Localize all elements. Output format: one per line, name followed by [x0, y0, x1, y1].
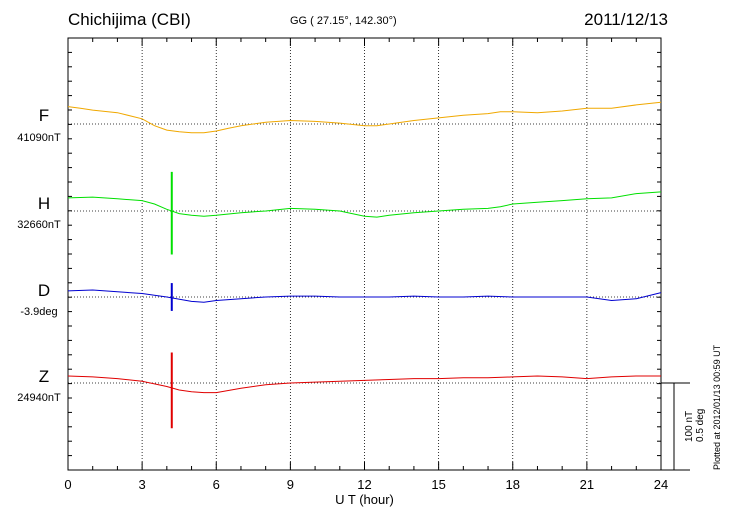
label-D: D [37, 281, 51, 300]
baseline-Z: 24940nT [17, 392, 61, 404]
series-H-line [67, 191, 662, 218]
label-H: H [37, 194, 51, 213]
x-tick-label-6: 6 [213, 477, 220, 492]
baseline-F: 41090nT [17, 132, 61, 144]
plotted-timestamp: Plotted at 2012/01/13 00:59 UT [712, 344, 722, 470]
x-tick-label-9: 9 [287, 477, 294, 492]
station-coordinates: GG ( 27.15°, 142.30°) [290, 15, 397, 27]
x-axis-label: U T (hour) [335, 492, 394, 507]
x-tick-label-21: 21 [580, 477, 594, 492]
baseline-H: 32660nT [17, 219, 61, 231]
baseline-D: -3.9deg [20, 306, 58, 318]
scale-label: 100 nT 0.5 deg [684, 409, 706, 442]
label-F: F [38, 106, 50, 125]
series-Z-line [67, 375, 661, 394]
label-Z: Z [38, 367, 50, 386]
x-tick-label-24: 24 [654, 477, 668, 492]
scale-nt: 100 nT [684, 410, 695, 442]
x-tick-label-3: 3 [139, 477, 146, 492]
scale-deg: 0.5 deg [695, 408, 706, 442]
x-tick-label-15: 15 [431, 477, 445, 492]
series-F-line [67, 101, 662, 134]
x-tick-label-18: 18 [506, 477, 520, 492]
chart-date: 2011/12/13 [584, 10, 668, 29]
station-title: Chichijima (CBI) [68, 10, 191, 29]
x-tick-label-0: 0 [64, 477, 71, 492]
x-tick-label-12: 12 [357, 477, 371, 492]
